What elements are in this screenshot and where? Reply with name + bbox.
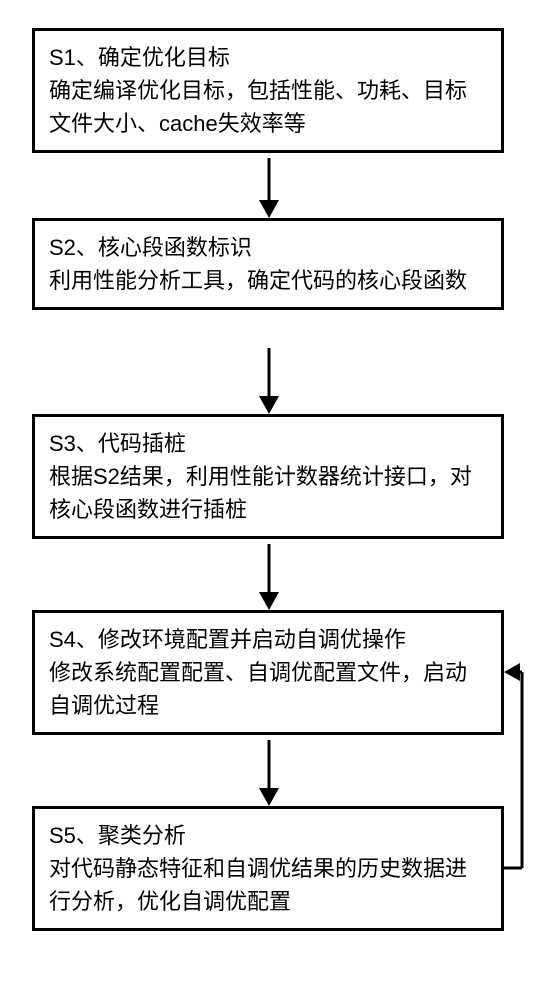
node-title: S3、代码插桩 xyxy=(49,427,487,460)
node-body: 对代码静态特征和自调优结果的历史数据进行分析，优化自调优配置 xyxy=(49,852,487,918)
node-title: S5、聚类分析 xyxy=(49,819,487,852)
flowchart-node-s3: S3、代码插桩 根据S2结果，利用性能计数器统计接口，对核心段函数进行插桩 xyxy=(32,414,504,539)
flowchart-node-s1: S1、确定优化目标 确定编译优化目标，包括性能、功耗、目标文件大小、cache失… xyxy=(32,28,504,153)
flowchart-node-s5: S5、聚类分析 对代码静态特征和自调优结果的历史数据进行分析，优化自调优配置 xyxy=(32,806,504,931)
arrow-s4-s5 xyxy=(254,740,284,806)
node-title: S2、核心段函数标识 xyxy=(49,231,487,264)
node-body: 利用性能分析工具，确定代码的核心段函数 xyxy=(49,264,487,297)
flowchart-node-s2: S2、核心段函数标识 利用性能分析工具，确定代码的核心段函数 xyxy=(32,218,504,310)
node-body: 根据S2结果，利用性能计数器统计接口，对核心段函数进行插桩 xyxy=(49,460,487,526)
arrow-s3-s4 xyxy=(254,544,284,610)
arrow-s2-s3 xyxy=(254,348,284,414)
node-title: S1、确定优化目标 xyxy=(49,41,487,74)
flowchart-node-s4: S4、修改环境配置并启动自调优操作 修改系统配置配置、自调优配置文件，启动自调优… xyxy=(32,610,504,735)
node-body: 确定编译优化目标，包括性能、功耗、目标文件大小、cache失效率等 xyxy=(49,74,487,140)
node-title: S4、修改环境配置并启动自调优操作 xyxy=(49,623,487,656)
arrow-s1-s2 xyxy=(254,158,284,218)
node-body: 修改系统配置配置、自调优配置文件，启动自调优过程 xyxy=(49,656,487,722)
flowchart-container: S1、确定优化目标 确定编译优化目标，包括性能、功耗、目标文件大小、cache失… xyxy=(0,0,538,1000)
